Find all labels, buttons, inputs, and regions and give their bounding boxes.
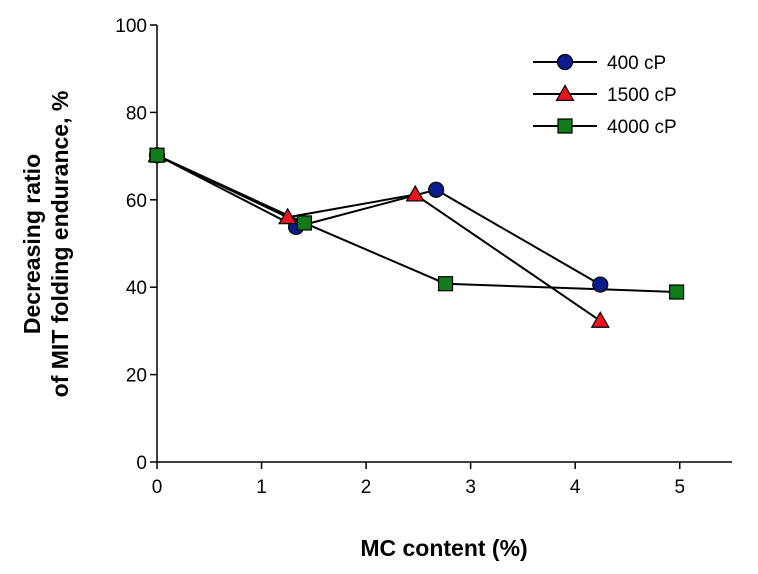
y-tick-label: 40	[126, 278, 147, 299]
x-tick-label: 1	[256, 477, 267, 498]
y-axis-title-line-2: of MIT folding endurance, %	[47, 91, 73, 398]
legend-marker-2	[557, 118, 573, 134]
y-axis-title: Decreasing ratio of MIT folding enduranc…	[19, 91, 73, 398]
data-point-0-2	[428, 181, 445, 198]
legend: 400 cP 1500 cP 4000 cP	[533, 53, 677, 138]
data-point-0-3	[592, 276, 609, 293]
y-tick-label: 0	[136, 453, 147, 474]
x-axis-title: MC content (%)	[360, 535, 527, 561]
x-tick-label: 2	[361, 477, 372, 498]
data-point-2-2	[437, 276, 454, 292]
legend-marker-1	[555, 84, 575, 101]
axes: 0 20 40 60 80 100 0 1 2 3 4 5	[115, 16, 732, 498]
x-tick-label: 0	[152, 477, 163, 498]
legend-label-1: 1500 cP	[607, 85, 677, 106]
data-point-1-3	[590, 311, 610, 328]
y-tick-label: 100	[115, 16, 147, 37]
x-tick-label: 5	[674, 477, 685, 498]
data-point-2-0	[149, 147, 165, 163]
series-line-0	[156, 154, 601, 286]
series-markers	[147, 145, 685, 328]
legend-label-2: 4000 cP	[607, 117, 677, 138]
y-tick-label: 80	[126, 103, 147, 124]
y-tick-label: 20	[126, 366, 147, 387]
series-line-1	[156, 154, 601, 322]
legend-label-0: 400 cP	[607, 53, 666, 74]
data-point-1-1	[278, 207, 298, 225]
x-tick-label: 4	[570, 477, 581, 498]
legend-marker-0	[556, 53, 574, 71]
x-tick-label: 3	[465, 477, 476, 498]
series-line-2	[156, 154, 677, 294]
y-tick-label: 60	[126, 191, 147, 212]
data-point-1-2	[405, 184, 425, 202]
y-axis-title-line-1: Decreasing ratio	[19, 154, 45, 334]
series-lines	[156, 154, 677, 322]
data-point-2-1	[296, 215, 313, 231]
data-point-2-3	[668, 284, 685, 300]
